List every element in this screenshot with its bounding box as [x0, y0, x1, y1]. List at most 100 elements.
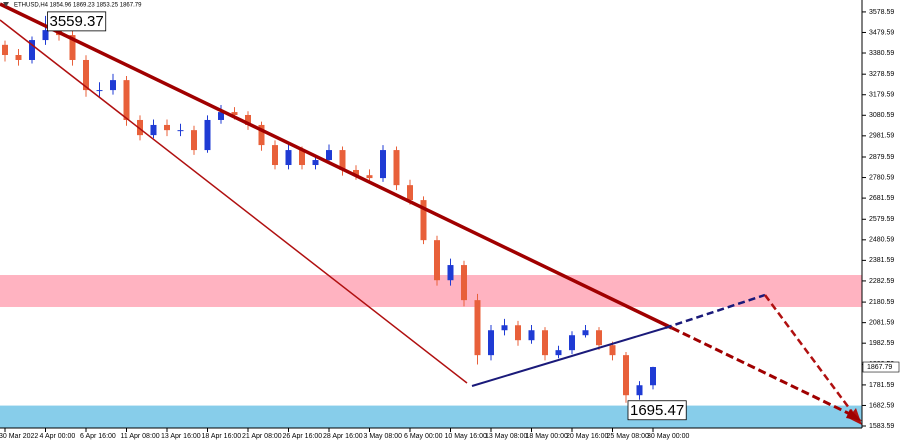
candle-body [299, 150, 305, 166]
candle-body [245, 114, 251, 125]
candle-body [150, 124, 157, 136]
y-tick-label: 2879.59 [869, 154, 894, 161]
y-tick-label: 3278.59 [869, 71, 894, 78]
x-tick-label: 26 Apr 16:00 [283, 433, 323, 440]
annotation-box [47, 11, 107, 32]
y-tick-label: 3080.59 [869, 112, 894, 119]
candle-body [96, 90, 103, 92]
y-tick-label: 2282.59 [869, 278, 894, 285]
y-tick-label: 1781.59 [869, 382, 894, 389]
candle-body [15, 55, 22, 60]
candle-body [609, 345, 616, 356]
candle-body [407, 185, 413, 201]
x-tick-label: 18 Apr 16:00 [202, 433, 242, 440]
candle-body [137, 119, 143, 136]
x-tick-label: 30 May 00:00 [647, 433, 690, 440]
trend-line [0, 19, 468, 384]
x-tick-label: 3 May 08:00 [364, 433, 403, 440]
candle-body [393, 150, 400, 186]
y-tick-label: 1982.59 [869, 340, 894, 347]
candle-body [596, 330, 602, 346]
candle-body [380, 150, 386, 179]
candle-body [231, 112, 238, 115]
candle-body [488, 330, 494, 356]
annotation-box [627, 400, 687, 421]
y-tick-label: 1583.59 [869, 423, 894, 430]
candle-body [285, 150, 292, 166]
x-tick-label: 10 May 16:00 [445, 433, 488, 440]
candle-body [542, 330, 548, 356]
candle-body [623, 355, 629, 396]
candle-body [434, 240, 440, 281]
y-tick-label: 3380.59 [869, 50, 894, 57]
y-tick-label: 3479.59 [869, 29, 894, 36]
candle-body [366, 175, 373, 179]
x-tick-label: 11 Apr 08:00 [121, 433, 160, 440]
candle-body [83, 59, 89, 91]
candle-body [204, 119, 211, 151]
x-tick-label: 28 Apr 16:00 [323, 433, 363, 440]
x-tick-label: 6 May 00:00 [404, 433, 443, 440]
candle-body [326, 150, 332, 161]
candle-body [312, 160, 319, 166]
price-tag [862, 361, 900, 373]
header: ETHUSD,H4 1854.96 1869.23 1853.25 1867.7… [14, 3, 142, 9]
candle-body [420, 200, 427, 241]
x-tick-label: 6 Apr 16:00 [80, 433, 116, 440]
y-tick-label: 2180.59 [869, 299, 894, 306]
x-tick-label: 25 May 08:00 [607, 433, 650, 440]
candle-body [177, 130, 184, 132]
candle-body [218, 112, 224, 120]
wave-line [471, 327, 666, 387]
candle-body [555, 350, 562, 356]
trend-line [0, 2, 673, 330]
candle-body [42, 30, 49, 41]
candle-body [29, 40, 35, 60]
candle-body [569, 335, 575, 351]
y-tick-label: 2780.59 [869, 174, 894, 181]
candle-body [650, 367, 656, 386]
price-tag-label: 1867.79 [867, 364, 892, 371]
candle-body [447, 265, 454, 281]
candle-body [636, 385, 643, 396]
candle-body [353, 169, 359, 176]
x-tick-label: 4 Apr 00:00 [40, 433, 76, 440]
x-tick-label: 21 Apr 08:00 [242, 433, 282, 440]
candle-body [339, 150, 346, 170]
candle-body [515, 325, 521, 341]
y-tick-label: 3179.59 [869, 92, 894, 99]
x-tick-label: 18 May 00:00 [526, 433, 569, 440]
candles [2, 15, 656, 403]
candle-body [461, 265, 467, 301]
candle-body [69, 35, 76, 60]
y-tick-label: 2381.59 [869, 257, 894, 264]
candle-body [2, 44, 8, 56]
wave-lines [0, 2, 862, 425]
candle-body [474, 300, 481, 356]
y-tick-label: 2579.59 [869, 216, 894, 223]
x-tick-label: 13 Apr 16:00 [161, 433, 201, 440]
candle-body [272, 145, 278, 166]
price-annotation: 3559.37 [50, 13, 104, 30]
candle-body [528, 330, 535, 341]
y-tick-label: 2681.59 [869, 195, 894, 202]
zones [0, 275, 862, 428]
y-tick-label: 2981.59 [869, 133, 894, 140]
y-tick-label: 1682.59 [869, 402, 894, 409]
candle-body [191, 130, 197, 151]
x-tick-label: 20 May 16:00 [566, 433, 609, 440]
x-tick-label: 13 May 08:00 [485, 433, 528, 440]
candle-body [123, 80, 130, 120]
wave-projection [664, 293, 766, 330]
zone [0, 405, 862, 428]
candle-body [501, 325, 508, 331]
arrow-head [846, 409, 862, 421]
y-tick-label: 3578.59 [869, 9, 894, 16]
price-annotation: 1695.47 [630, 402, 684, 419]
x-tick-label: 30 Mar 2022 [0, 433, 38, 440]
candle-body [164, 124, 170, 131]
y-tick-label: 2480.59 [869, 237, 894, 244]
trend-line-projection [671, 326, 853, 417]
